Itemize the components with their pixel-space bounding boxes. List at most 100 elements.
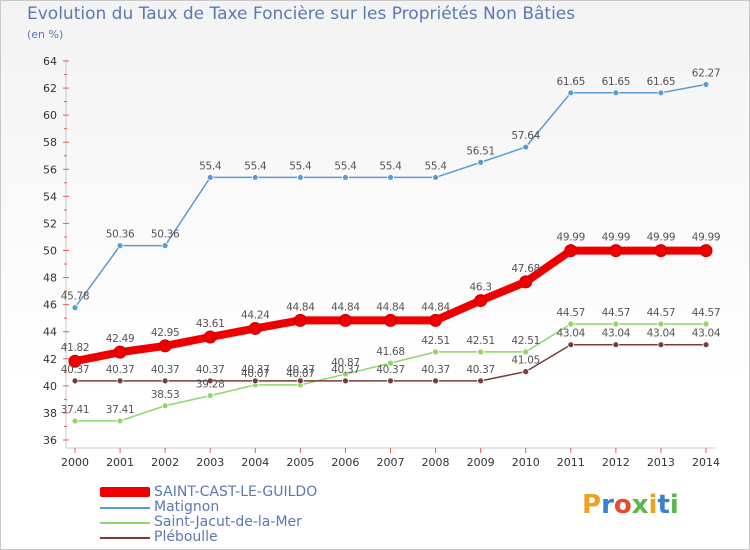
data-point	[654, 244, 668, 258]
legend-item-pleboulle: Pléboulle	[100, 529, 360, 546]
data-label: 45.78	[61, 291, 90, 303]
data-point	[296, 174, 304, 181]
data-point	[206, 392, 214, 400]
data-point	[522, 368, 530, 376]
data-label: 40.07	[286, 368, 315, 380]
data-point	[612, 320, 620, 328]
data-label: 44.84	[376, 301, 405, 313]
data-label: 44.57	[692, 307, 721, 319]
x-tick-label: 2013	[647, 456, 675, 469]
data-point	[432, 174, 439, 181]
y-tick-label: 40	[43, 380, 57, 393]
series-line-matignon	[74, 83, 707, 309]
logo-letter: P	[582, 490, 602, 520]
data-point	[657, 89, 665, 97]
y-tick-label: 60	[43, 109, 57, 122]
legend-label: Saint-Jacut-de-la-Mer	[154, 514, 302, 530]
data-label: 40.37	[466, 364, 495, 376]
legend-swatch-saint-cast	[100, 487, 150, 497]
y-tick-label: 54	[43, 190, 57, 203]
data-point	[567, 320, 575, 328]
logo-letter: t	[657, 490, 670, 520]
data-label: 42.49	[106, 333, 135, 345]
data-point	[158, 339, 172, 353]
data-point	[68, 354, 82, 368]
data-point	[296, 377, 304, 385]
legend-swatch-saint-jacut	[100, 522, 150, 524]
data-label: 42.51	[421, 335, 450, 347]
data-point	[657, 341, 665, 349]
data-point	[342, 377, 349, 385]
data-label: 44.84	[286, 301, 315, 313]
data-point	[342, 174, 349, 181]
data-label: 43.61	[196, 318, 225, 330]
data-label: 44.84	[421, 301, 450, 313]
data-point	[387, 359, 394, 367]
data-label: 41.05	[511, 355, 540, 367]
data-label: 40.07	[241, 368, 270, 380]
chart-title: Evolution du Taux de Taxe Foncière sur l…	[27, 4, 576, 24]
data-point	[567, 341, 575, 349]
y-tick-label: 46	[43, 299, 57, 312]
data-point	[567, 89, 575, 97]
y-tick-label: 58	[43, 136, 57, 149]
data-point	[293, 313, 307, 327]
data-point	[338, 313, 352, 327]
data-point	[519, 275, 533, 289]
data-label: 44.57	[602, 307, 631, 319]
y-tick-label: 44	[43, 326, 57, 339]
data-point	[522, 143, 530, 151]
logo-letter: i	[648, 490, 658, 520]
data-point	[429, 313, 443, 327]
data-label: 55.4	[244, 160, 267, 172]
legend-label: Matignon	[154, 499, 220, 515]
data-label: 55.4	[379, 160, 402, 172]
data-point	[612, 89, 620, 97]
data-point	[702, 320, 710, 328]
data-point	[116, 377, 124, 385]
x-tick-label: 2010	[512, 456, 540, 469]
y-tick-label: 38	[43, 407, 57, 420]
x-tick-label: 2002	[151, 456, 179, 469]
legend-item-saint-cast: SAINT-CAST-LE-GUILDO	[100, 484, 360, 501]
data-point	[342, 370, 349, 378]
data-point	[657, 320, 665, 328]
data-label: 40.37	[286, 364, 315, 376]
logo-letter: r	[601, 490, 614, 520]
data-label: 37.41	[106, 404, 135, 416]
y-tick-label: 36	[43, 434, 57, 447]
data-point	[161, 402, 169, 410]
data-label: 49.99	[557, 232, 586, 244]
x-tick-label: 2007	[377, 456, 405, 469]
data-point	[522, 348, 530, 356]
x-tick-label: 2001	[106, 456, 134, 469]
data-label: 42.51	[511, 335, 540, 347]
data-label: 46.3	[470, 282, 492, 294]
data-point	[251, 174, 259, 181]
data-point	[564, 244, 578, 258]
x-tick-label: 2012	[602, 456, 630, 469]
data-label: 44.57	[647, 307, 676, 319]
data-point	[699, 244, 713, 258]
data-label: 40.37	[61, 364, 90, 376]
data-label: 55.4	[289, 160, 312, 172]
data-label: 41.82	[61, 342, 90, 354]
data-point	[113, 345, 127, 359]
legend-swatch-matignon	[100, 507, 150, 509]
data-label: 61.65	[647, 76, 676, 88]
data-label: 40.37	[106, 364, 135, 376]
data-point	[161, 377, 169, 385]
x-tick-label: 2014	[692, 456, 720, 469]
data-label: 55.4	[424, 160, 447, 172]
data-label: 43.04	[647, 328, 676, 340]
logo-letter: i	[669, 490, 679, 520]
x-tick-label: 2004	[241, 456, 269, 469]
data-label: 40.37	[376, 364, 405, 376]
data-point	[71, 417, 79, 425]
data-label: 55.4	[334, 160, 357, 172]
data-label: 43.04	[602, 328, 631, 340]
y-tick-label: 64	[43, 55, 57, 68]
data-point	[432, 348, 439, 356]
